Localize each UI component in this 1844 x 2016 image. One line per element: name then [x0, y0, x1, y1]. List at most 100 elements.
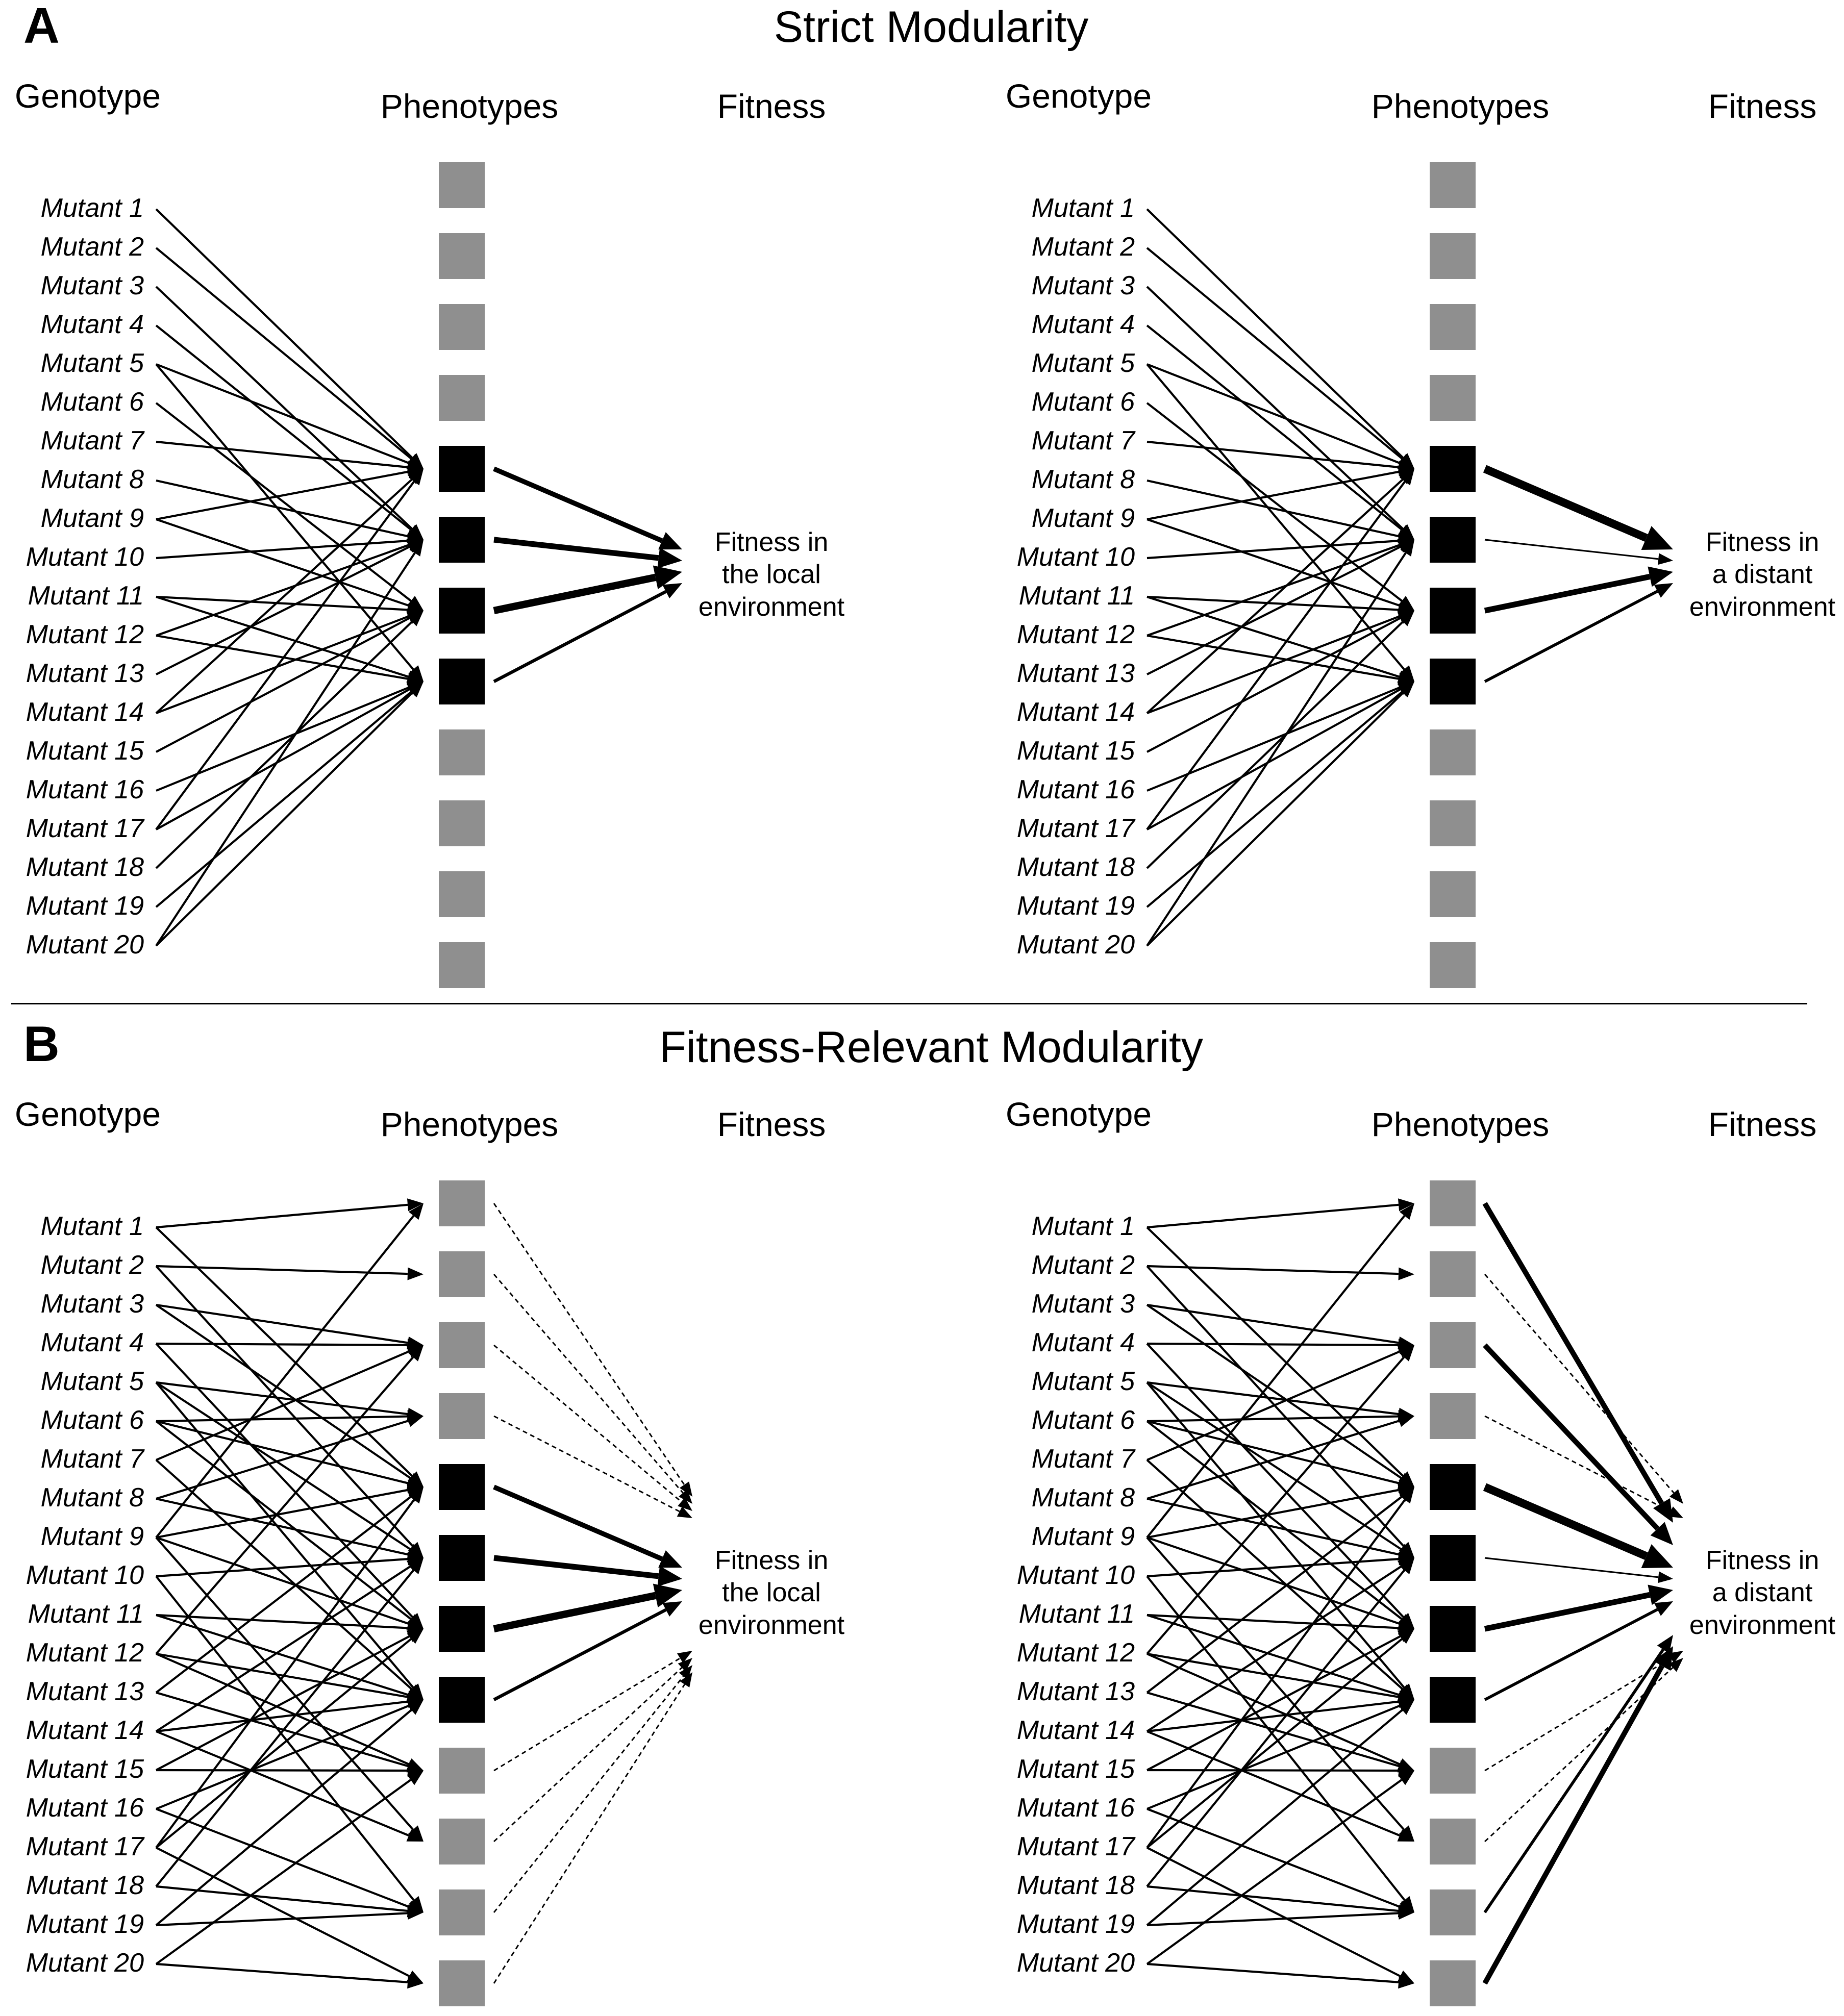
mutant-label: Mutant 12 [1016, 620, 1135, 649]
mutant-label: Mutant 6 [1031, 1405, 1135, 1435]
mutant-phenotype-arrow [1146, 1629, 1414, 1849]
mutant-label: Mutant 3 [40, 271, 144, 300]
mutant-label: Mutant 17 [1016, 814, 1135, 843]
mutant-phenotype-arrow [1146, 1420, 1414, 1629]
phenotype-box-gray [1430, 729, 1476, 775]
mutant-phenotype-arrow [1147, 1764, 1414, 1777]
mutant-phenotype-arrow [1147, 1962, 1414, 1989]
phenotype-box-gray [439, 800, 485, 846]
mutant-label: Mutant 20 [1016, 1948, 1135, 1978]
mutant-phenotype-arrow [1146, 1345, 1414, 1655]
mutant-phenotype-arrow [1147, 363, 1414, 469]
mutant-phenotype-arrow [1147, 596, 1414, 683]
mutant-label: Mutant 19 [1016, 891, 1135, 921]
mutant-phenotype-arrow [155, 1771, 423, 1965]
mutant-phenotype-arrow [156, 1962, 423, 1989]
mutant-label: Mutant 16 [1016, 1793, 1135, 1823]
mutant-phenotype-arrow [155, 611, 423, 869]
mutant-label: Mutant 10 [1016, 1560, 1135, 1590]
phenotype-fitness-arrow [493, 1484, 682, 1568]
phenotype-box-black [1430, 1464, 1476, 1510]
mutant-label: Mutant 20 [26, 1948, 144, 1978]
phenotype-fitness-arrow [1483, 1343, 1673, 1545]
mutant-label: Mutant 19 [1016, 1909, 1135, 1939]
mutant-label: Mutant 15 [1016, 1754, 1135, 1784]
mutant-phenotype-arrow [1146, 1381, 1414, 1558]
mutant-phenotype-arrow [156, 611, 423, 753]
mutant-label: Mutant 14 [1016, 1716, 1135, 1745]
panel-divider [11, 1003, 1807, 1004]
mutant-phenotype-arrow [155, 1629, 423, 1849]
phenotype-box-gray [439, 233, 485, 279]
mutant-label: Mutant 18 [26, 852, 144, 882]
mutant-phenotype-arrow [155, 540, 423, 947]
mutant-label: Mutant 19 [26, 1909, 144, 1939]
phenotype-box-black [1430, 1606, 1476, 1652]
mutant-label: Mutant 9 [1031, 1522, 1135, 1551]
mutant-phenotype-arrow [1147, 1614, 1414, 1634]
mutant-phenotype-arrow [155, 1558, 423, 1887]
phenotype-box-gray [439, 375, 485, 421]
mutant-phenotype-arrow [155, 1345, 423, 1655]
phenotype-box-black [439, 517, 485, 563]
mutant-label: Mutant 4 [1031, 1328, 1135, 1357]
mutant-label: Mutant 7 [1031, 426, 1135, 456]
phenotype-fitness-arrow [493, 1555, 682, 1586]
mutant-phenotype-arrow [155, 1304, 423, 1487]
header-phenotypes: Phenotypes [380, 1105, 559, 1143]
header-fitness: Fitness [717, 87, 826, 125]
mutant-label: Mutant 4 [40, 310, 144, 339]
mutant-label: Mutant 15 [1016, 736, 1135, 766]
mutant-phenotype-arrow [156, 1629, 423, 1771]
mutant-label: Mutant 4 [40, 1328, 144, 1357]
phenotype-box-gray [1430, 942, 1476, 988]
mutant-phenotype-arrow [156, 440, 423, 474]
mutant-phenotype-arrow [155, 208, 423, 469]
mutant-phenotype-arrow [1146, 611, 1414, 869]
mutant-label: Mutant 16 [1016, 775, 1135, 804]
header-phenotypes: Phenotypes [1371, 1105, 1550, 1143]
phenotype-fitness-arrow [1482, 1202, 1673, 1523]
mutant-label: Mutant 15 [26, 736, 144, 766]
phenotype-fitness-arrow [1483, 1483, 1673, 1569]
phenotype-box-black [439, 1606, 485, 1652]
mutant-phenotype-arrow [1147, 539, 1414, 637]
phenotype-fitness-arrow [1484, 1557, 1673, 1583]
mutant-label: Mutant 1 [1031, 1212, 1135, 1241]
mutant-phenotype-arrow [156, 1483, 423, 1539]
phenotype-box-black [439, 1535, 485, 1581]
fitness-label-line: environment [1689, 1610, 1836, 1640]
mutant-phenotype-arrow [155, 1487, 423, 1849]
mutant-phenotype-arrow [1147, 1653, 1414, 1771]
mutant-phenotype-arrow [1146, 469, 1414, 830]
mutant-label: Mutant 12 [26, 620, 144, 649]
mutant-label: Mutant 9 [40, 1522, 144, 1551]
mutant-label: Mutant 14 [26, 697, 144, 727]
mutant-label: Mutant 19 [26, 891, 144, 921]
fitness-label-line: the local [722, 1578, 821, 1608]
phenotype-box-gray [1430, 1889, 1476, 1935]
mutant-label: Mutant 15 [26, 1754, 144, 1784]
mutant-phenotype-arrow [1147, 1483, 1414, 1539]
mutant-label: Mutant 11 [1018, 1599, 1135, 1629]
mutant-phenotype-arrow [155, 1459, 423, 1700]
mutant-phenotype-arrow [156, 1265, 423, 1280]
mutant-phenotype-arrow [156, 1906, 423, 1927]
phenotype-box-gray [439, 942, 485, 988]
mutant-phenotype-arrow [1147, 611, 1414, 753]
phenotype-fitness-dashed-arrow [493, 1672, 692, 1984]
mutant-label: Mutant 12 [1016, 1638, 1135, 1668]
mutant-phenotype-arrow [156, 465, 423, 521]
phenotype-fitness-dashed-arrow [1484, 1415, 1683, 1518]
mutant-phenotype-arrow [156, 518, 423, 612]
mutant-label: Mutant 20 [1016, 930, 1135, 960]
mutant-label: Mutant 1 [40, 193, 144, 223]
fitness-environment-label: Fitness in the local environment [680, 526, 863, 623]
phenotype-fitness-arrow [1484, 1584, 1673, 1632]
mutant-label: Mutant 13 [1016, 659, 1135, 688]
header-genotype: Genotype [14, 77, 161, 115]
mutant-label: Mutant 5 [40, 348, 144, 378]
mutant-phenotype-arrow [155, 1700, 423, 1926]
mutant-label: Mutant 7 [40, 426, 144, 456]
phenotype-box-gray [1430, 871, 1476, 917]
